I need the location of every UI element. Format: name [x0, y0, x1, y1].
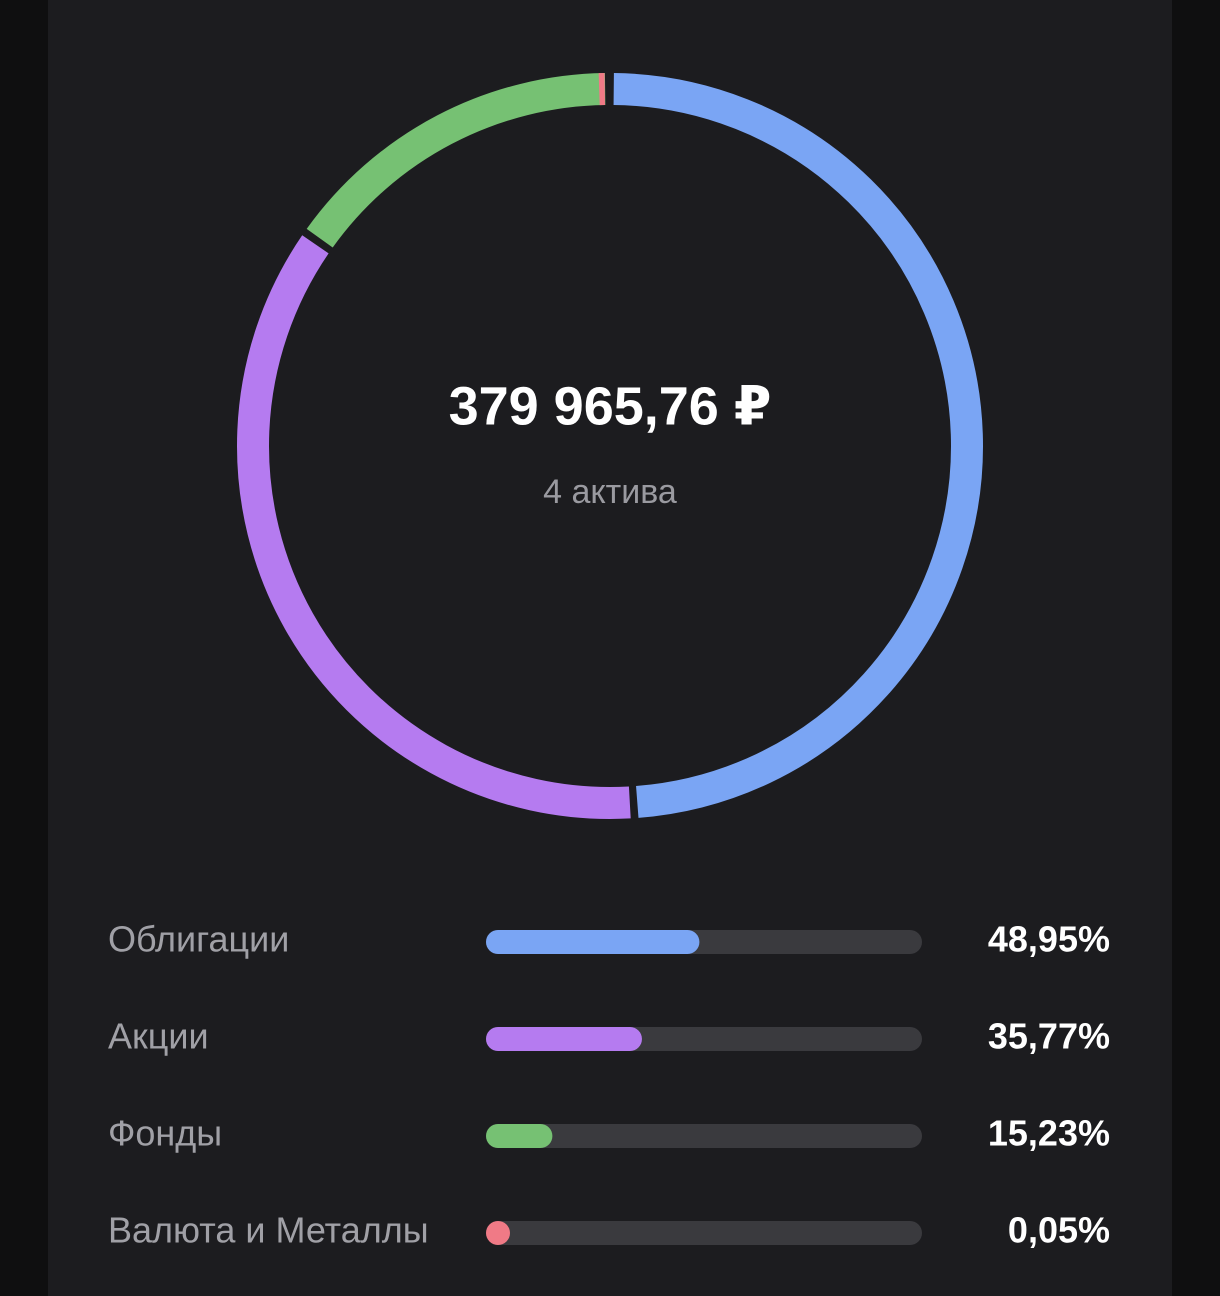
bar — [486, 1221, 510, 1245]
category-label: Фонды — [108, 1113, 222, 1154]
category-label: Валюта и Металлы — [108, 1210, 429, 1251]
value-label: 35,77% — [988, 1016, 1110, 1057]
donut-segment — [613, 73, 983, 818]
total-amount: 379 965,76 ₽ — [449, 376, 772, 436]
category-label: Облигации — [108, 919, 289, 960]
panel — [48, 0, 1172, 1296]
bar — [486, 1124, 553, 1148]
value-label: 48,95% — [988, 919, 1110, 960]
category-label: Акции — [108, 1016, 209, 1057]
bar — [486, 930, 700, 954]
bar — [486, 1027, 642, 1051]
value-label: 15,23% — [988, 1113, 1110, 1154]
bar-track — [486, 1221, 922, 1245]
donut-segment — [306, 73, 606, 248]
bar-track — [486, 1124, 922, 1148]
asset-count: 4 актива — [543, 473, 677, 511]
value-label: 0,05% — [1008, 1210, 1110, 1251]
donut-segment — [237, 235, 631, 819]
